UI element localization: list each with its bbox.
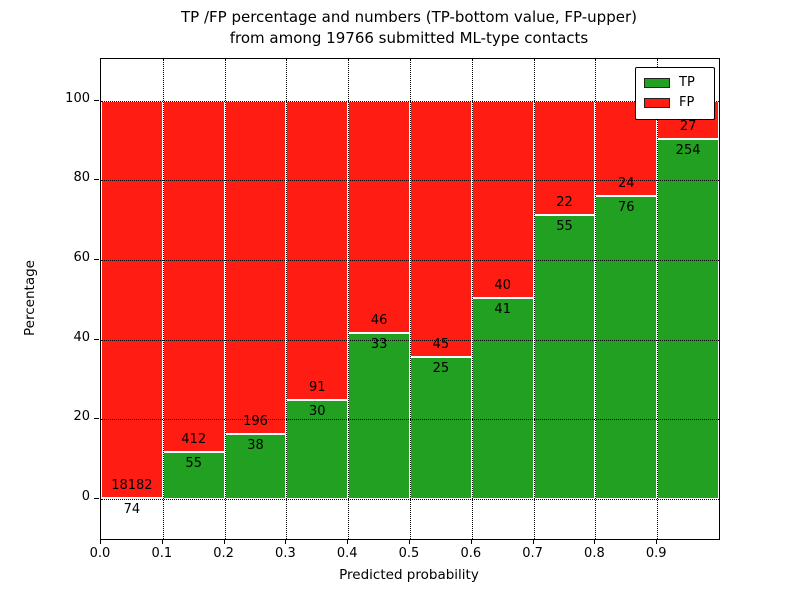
bar-segment-tp — [533, 214, 596, 500]
x-tick-mark — [161, 539, 163, 544]
fp-count-label: 196 — [243, 414, 268, 430]
y-tick-mark — [94, 259, 99, 261]
x-tick-label: 0.4 — [336, 546, 358, 561]
fp-count-label: 18182 — [111, 477, 153, 493]
bar-segment-fp — [286, 100, 349, 401]
legend-label-tp: TP — [679, 75, 695, 90]
bar-segment-fp — [162, 100, 225, 453]
fp-count-label: 27 — [679, 119, 697, 135]
horizontal-gridline — [101, 180, 719, 182]
vertical-gridline — [348, 59, 350, 539]
tp-count-label: 55 — [556, 218, 573, 234]
x-tick-mark — [594, 539, 596, 544]
plot-area: 18182 74 412 55 196 38 91 30 46 33 45 25 40 41 22 55 24 7… — [100, 58, 720, 540]
fp-count-label: 46 — [370, 312, 388, 328]
tp-count-label: 33 — [370, 336, 388, 352]
tp-count-label: 25 — [432, 360, 450, 376]
horizontal-gridline — [101, 419, 719, 421]
chart-title-line2: from among 19766 submitted ML-type conta… — [229, 29, 589, 47]
y-tick-mark — [94, 338, 99, 340]
bar-segment-tp — [595, 196, 658, 500]
x-tick-mark — [409, 539, 410, 544]
x-tick-label: 0.2 — [213, 546, 234, 561]
tp-count-label: 55 — [185, 456, 202, 472]
x-tick-mark — [347, 539, 349, 544]
x-tick-label: 0.0 — [89, 546, 111, 561]
chart-title-line1: TP /FP percentage and numbers (TP-bottom… — [181, 8, 637, 26]
vertical-gridline — [410, 59, 411, 539]
tp-count-label: 38 — [247, 438, 264, 454]
y-tick-mark — [94, 99, 99, 101]
fp-count-label: 91 — [309, 380, 326, 396]
fp-count-label: 40 — [494, 277, 511, 293]
fp-count-label: 22 — [556, 194, 573, 210]
y-tick-mark — [94, 418, 99, 420]
bar-segment-tp — [348, 332, 410, 500]
tp-count-label: 254 — [675, 143, 701, 159]
vertical-gridline — [657, 59, 659, 539]
y-tick-label: 40 — [73, 329, 90, 345]
tp-count-label: 41 — [494, 301, 511, 317]
legend-label-fp: FP — [679, 95, 695, 110]
legend-entry-fp: FP — [644, 93, 706, 113]
bar-segment-fp — [410, 100, 472, 357]
tp-swatch-icon — [644, 78, 670, 88]
vertical-gridline — [286, 59, 288, 539]
bar-segment-fp — [101, 100, 163, 498]
x-tick-label: 0.6 — [460, 546, 482, 561]
y-tick-label: 80 — [73, 170, 90, 186]
chart-title: TP /FP percentage and numbers (TP-bottom… — [100, 7, 718, 49]
x-axis-label: Predicted probability — [339, 567, 479, 583]
x-tick-mark — [470, 539, 472, 544]
bar-segment-fp — [533, 100, 596, 215]
tp-count-label: 74 — [123, 501, 141, 517]
x-tick-mark — [656, 539, 658, 544]
x-tick-mark — [100, 539, 101, 544]
x-tick-label: 0.9 — [645, 546, 667, 561]
fp-count-label: 412 — [181, 432, 207, 448]
x-tick-label: 0.5 — [398, 546, 420, 561]
tp-count-label: 30 — [309, 404, 326, 420]
horizontal-gridline — [101, 499, 719, 501]
vertical-gridline — [224, 59, 226, 539]
vertical-gridline — [162, 59, 164, 539]
horizontal-gridline — [101, 100, 719, 102]
bar-segment-tp — [657, 139, 719, 500]
y-tick-label: 0 — [81, 489, 90, 505]
annotations-layer: 18182 74 412 55 196 38 91 30 46 33 45 25 40 41 22 55 24 7… — [101, 59, 719, 539]
bar-segment-tp — [286, 400, 349, 500]
bar-segment-tp — [101, 497, 163, 500]
y-tick-label: 20 — [73, 409, 90, 425]
fp-count-label: 45 — [432, 336, 450, 352]
bar-segment-fp — [471, 100, 534, 298]
vertical-gridline — [533, 59, 535, 539]
fp-swatch-icon — [644, 98, 670, 108]
bars-layer — [101, 59, 719, 539]
x-tick-mark — [223, 539, 225, 544]
fp-count-label: 24 — [618, 176, 635, 192]
horizontal-gridline — [101, 260, 719, 262]
x-tick-label: 0.7 — [522, 546, 543, 561]
legend: TP FP — [635, 67, 715, 120]
tp-count-label: 76 — [618, 200, 635, 216]
x-tick-label: 0.8 — [584, 546, 605, 561]
gridlines-layer — [101, 59, 719, 539]
x-tick-label: 0.1 — [151, 546, 173, 561]
y-tick-label: 60 — [73, 250, 90, 266]
x-tick-label: 0.3 — [275, 546, 296, 561]
bar-segment-fp — [348, 100, 410, 333]
y-tick-mark — [94, 179, 99, 181]
vertical-gridline — [471, 59, 473, 539]
y-axis-label: Percentage — [22, 260, 38, 336]
y-tick-mark — [94, 498, 99, 500]
y-tick-label: 100 — [65, 90, 90, 106]
vertical-gridline — [595, 59, 597, 539]
bar-segment-tp — [224, 434, 287, 500]
horizontal-gridline — [101, 339, 719, 341]
x-tick-mark — [532, 539, 534, 544]
x-tick-mark — [285, 539, 287, 544]
legend-entry-tp: TP — [644, 73, 706, 93]
